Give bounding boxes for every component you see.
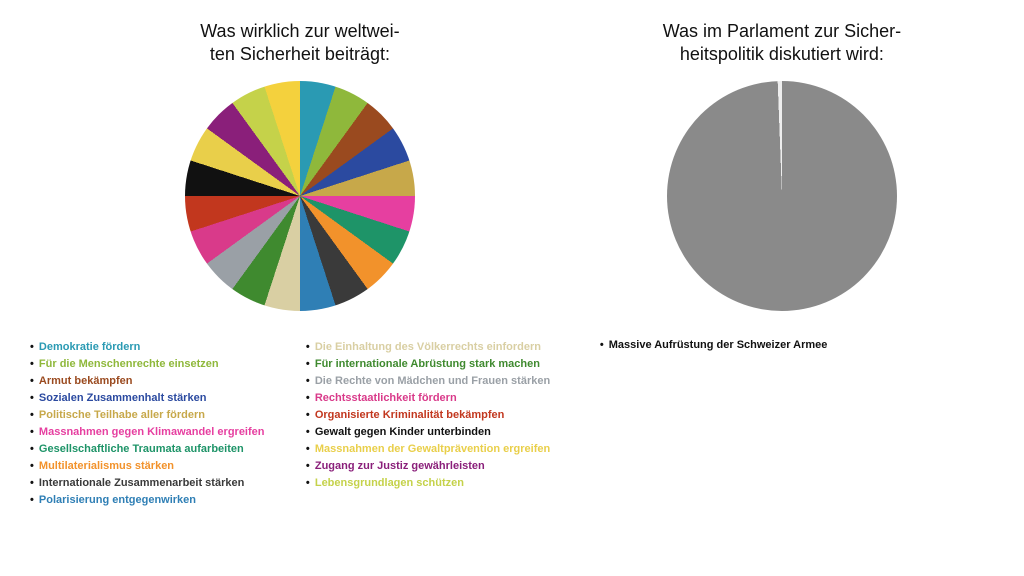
bullet-icon: • <box>306 358 313 370</box>
left-panel: Was wirklich zur weltwei-ten Sicherheit … <box>30 20 570 556</box>
left-legend: • Demokratie fördern• Für die Menschenre… <box>30 339 570 509</box>
legend-item-label: Die Rechte von Mädchen und Frauen stärke… <box>315 375 550 387</box>
legend-item-label: Armut bekämpfen <box>39 375 133 387</box>
bullet-icon: • <box>30 460 37 472</box>
legend-item: • Lebensgrundlagen schützen <box>306 475 570 492</box>
legend-item: • Für internationale Abrüstung stark mac… <box>306 356 570 373</box>
bullet-icon: • <box>306 375 313 387</box>
legend-item: • Die Einhaltung des Völkerrechts einfor… <box>306 339 570 356</box>
legend-item: • Rechtsstaatlichkeit fördern <box>306 390 570 407</box>
legend-item-label: Multilaterialismus stärken <box>39 460 174 472</box>
bullet-icon: • <box>306 443 313 455</box>
legend-item: • Polarisierung entgegenwirken <box>30 492 294 509</box>
right-legend: • Massive Aufrüstung der Schweizer Armee <box>570 339 828 351</box>
legend-item: • Armut bekämpfen <box>30 373 294 390</box>
right-legend-label: Massive Aufrüstung der Schweizer Armee <box>609 339 828 351</box>
legend-item: • Für die Menschenrechte einsetzen <box>30 356 294 373</box>
legend-item-label: Sozialen Zusammenhalt stärken <box>39 392 207 404</box>
legend-item-label: Rechtsstaatlichkeit fördern <box>315 392 457 404</box>
bullet-icon: • <box>30 409 37 421</box>
bullet-icon: • <box>30 494 37 506</box>
right-title: Was im Parlament zur Sicher-heitspolitik… <box>663 20 901 65</box>
legend-item-label: Internationale Zusammenarbeit stärken <box>39 477 244 489</box>
right-pie <box>667 81 897 311</box>
legend-item-label: Organisierte Kriminalität bekämpfen <box>315 409 505 421</box>
bullet-icon: • <box>306 409 313 421</box>
legend-item: • Demokratie fördern <box>30 339 294 356</box>
legend-item-label: Demokratie fördern <box>39 341 140 353</box>
legend-item-label: Gewalt gegen Kinder unterbinden <box>315 426 491 438</box>
legend-item-label: Massnahmen der Gewaltprävention ergreife… <box>315 443 550 455</box>
bullet-icon: • <box>30 443 37 455</box>
bullet-icon: • <box>30 392 37 404</box>
right-panel: Was im Parlament zur Sicher-heitspolitik… <box>570 20 994 556</box>
bullet-icon: • <box>306 341 313 353</box>
legend-item: • Massnahmen der Gewaltprävention ergrei… <box>306 441 570 458</box>
legend-item-label: Zugang zur Justiz gewährleisten <box>315 460 485 472</box>
bullet-icon: • <box>306 426 313 438</box>
legend-item: • Gesellschaftliche Traumata aufarbeiten <box>30 441 294 458</box>
legend-item: • Politische Teilhabe aller fördern <box>30 407 294 424</box>
legend-item-label: Für internationale Abrüstung stark mache… <box>315 358 540 370</box>
bullet-icon: • <box>306 460 313 472</box>
legend-item: • Multilaterialismus stärken <box>30 458 294 475</box>
bullet-icon: • <box>30 426 37 438</box>
legend-item: • Sozialen Zusammenhalt stärken <box>30 390 294 407</box>
bullet-icon: • <box>30 358 37 370</box>
legend-item-label: Die Einhaltung des Völkerrechts einforde… <box>315 341 541 353</box>
bullet-icon: • <box>600 339 604 351</box>
legend-item: • Internationale Zusammenarbeit stärken <box>30 475 294 492</box>
bullet-icon: • <box>306 477 313 489</box>
legend-item-label: Politische Teilhabe aller fördern <box>39 409 205 421</box>
legend-item-label: Für die Menschenrechte einsetzen <box>39 358 219 370</box>
legend-item-label: Lebensgrundlagen schützen <box>315 477 464 489</box>
legend-item: • Die Rechte von Mädchen und Frauen stär… <box>306 373 570 390</box>
bullet-icon: • <box>30 375 37 387</box>
legend-column: • Die Einhaltung des Völkerrechts einfor… <box>306 339 570 509</box>
legend-item: • Gewalt gegen Kinder unterbinden <box>306 424 570 441</box>
left-title: Was wirklich zur weltwei-ten Sicherheit … <box>200 20 399 65</box>
legend-column: • Demokratie fördern• Für die Menschenre… <box>30 339 294 509</box>
bullet-icon: • <box>30 477 37 489</box>
bullet-icon: • <box>30 341 37 353</box>
legend-columns: • Demokratie fördern• Für die Menschenre… <box>30 339 570 509</box>
right-pie-wrap <box>667 81 897 311</box>
legend-item: • Organisierte Kriminalität bekämpfen <box>306 407 570 424</box>
bullet-icon: • <box>306 392 313 404</box>
left-pie <box>185 81 415 311</box>
legend-item-label: Polarisierung entgegenwirken <box>39 494 196 506</box>
left-pie-wrap <box>185 81 415 311</box>
legend-item-label: Gesellschaftliche Traumata aufarbeiten <box>39 443 244 455</box>
legend-item: • Zugang zur Justiz gewährleisten <box>306 458 570 475</box>
legend-item: • Massnahmen gegen Klimawandel ergreifen <box>30 424 294 441</box>
legend-item-label: Massnahmen gegen Klimawandel ergreifen <box>39 426 265 438</box>
